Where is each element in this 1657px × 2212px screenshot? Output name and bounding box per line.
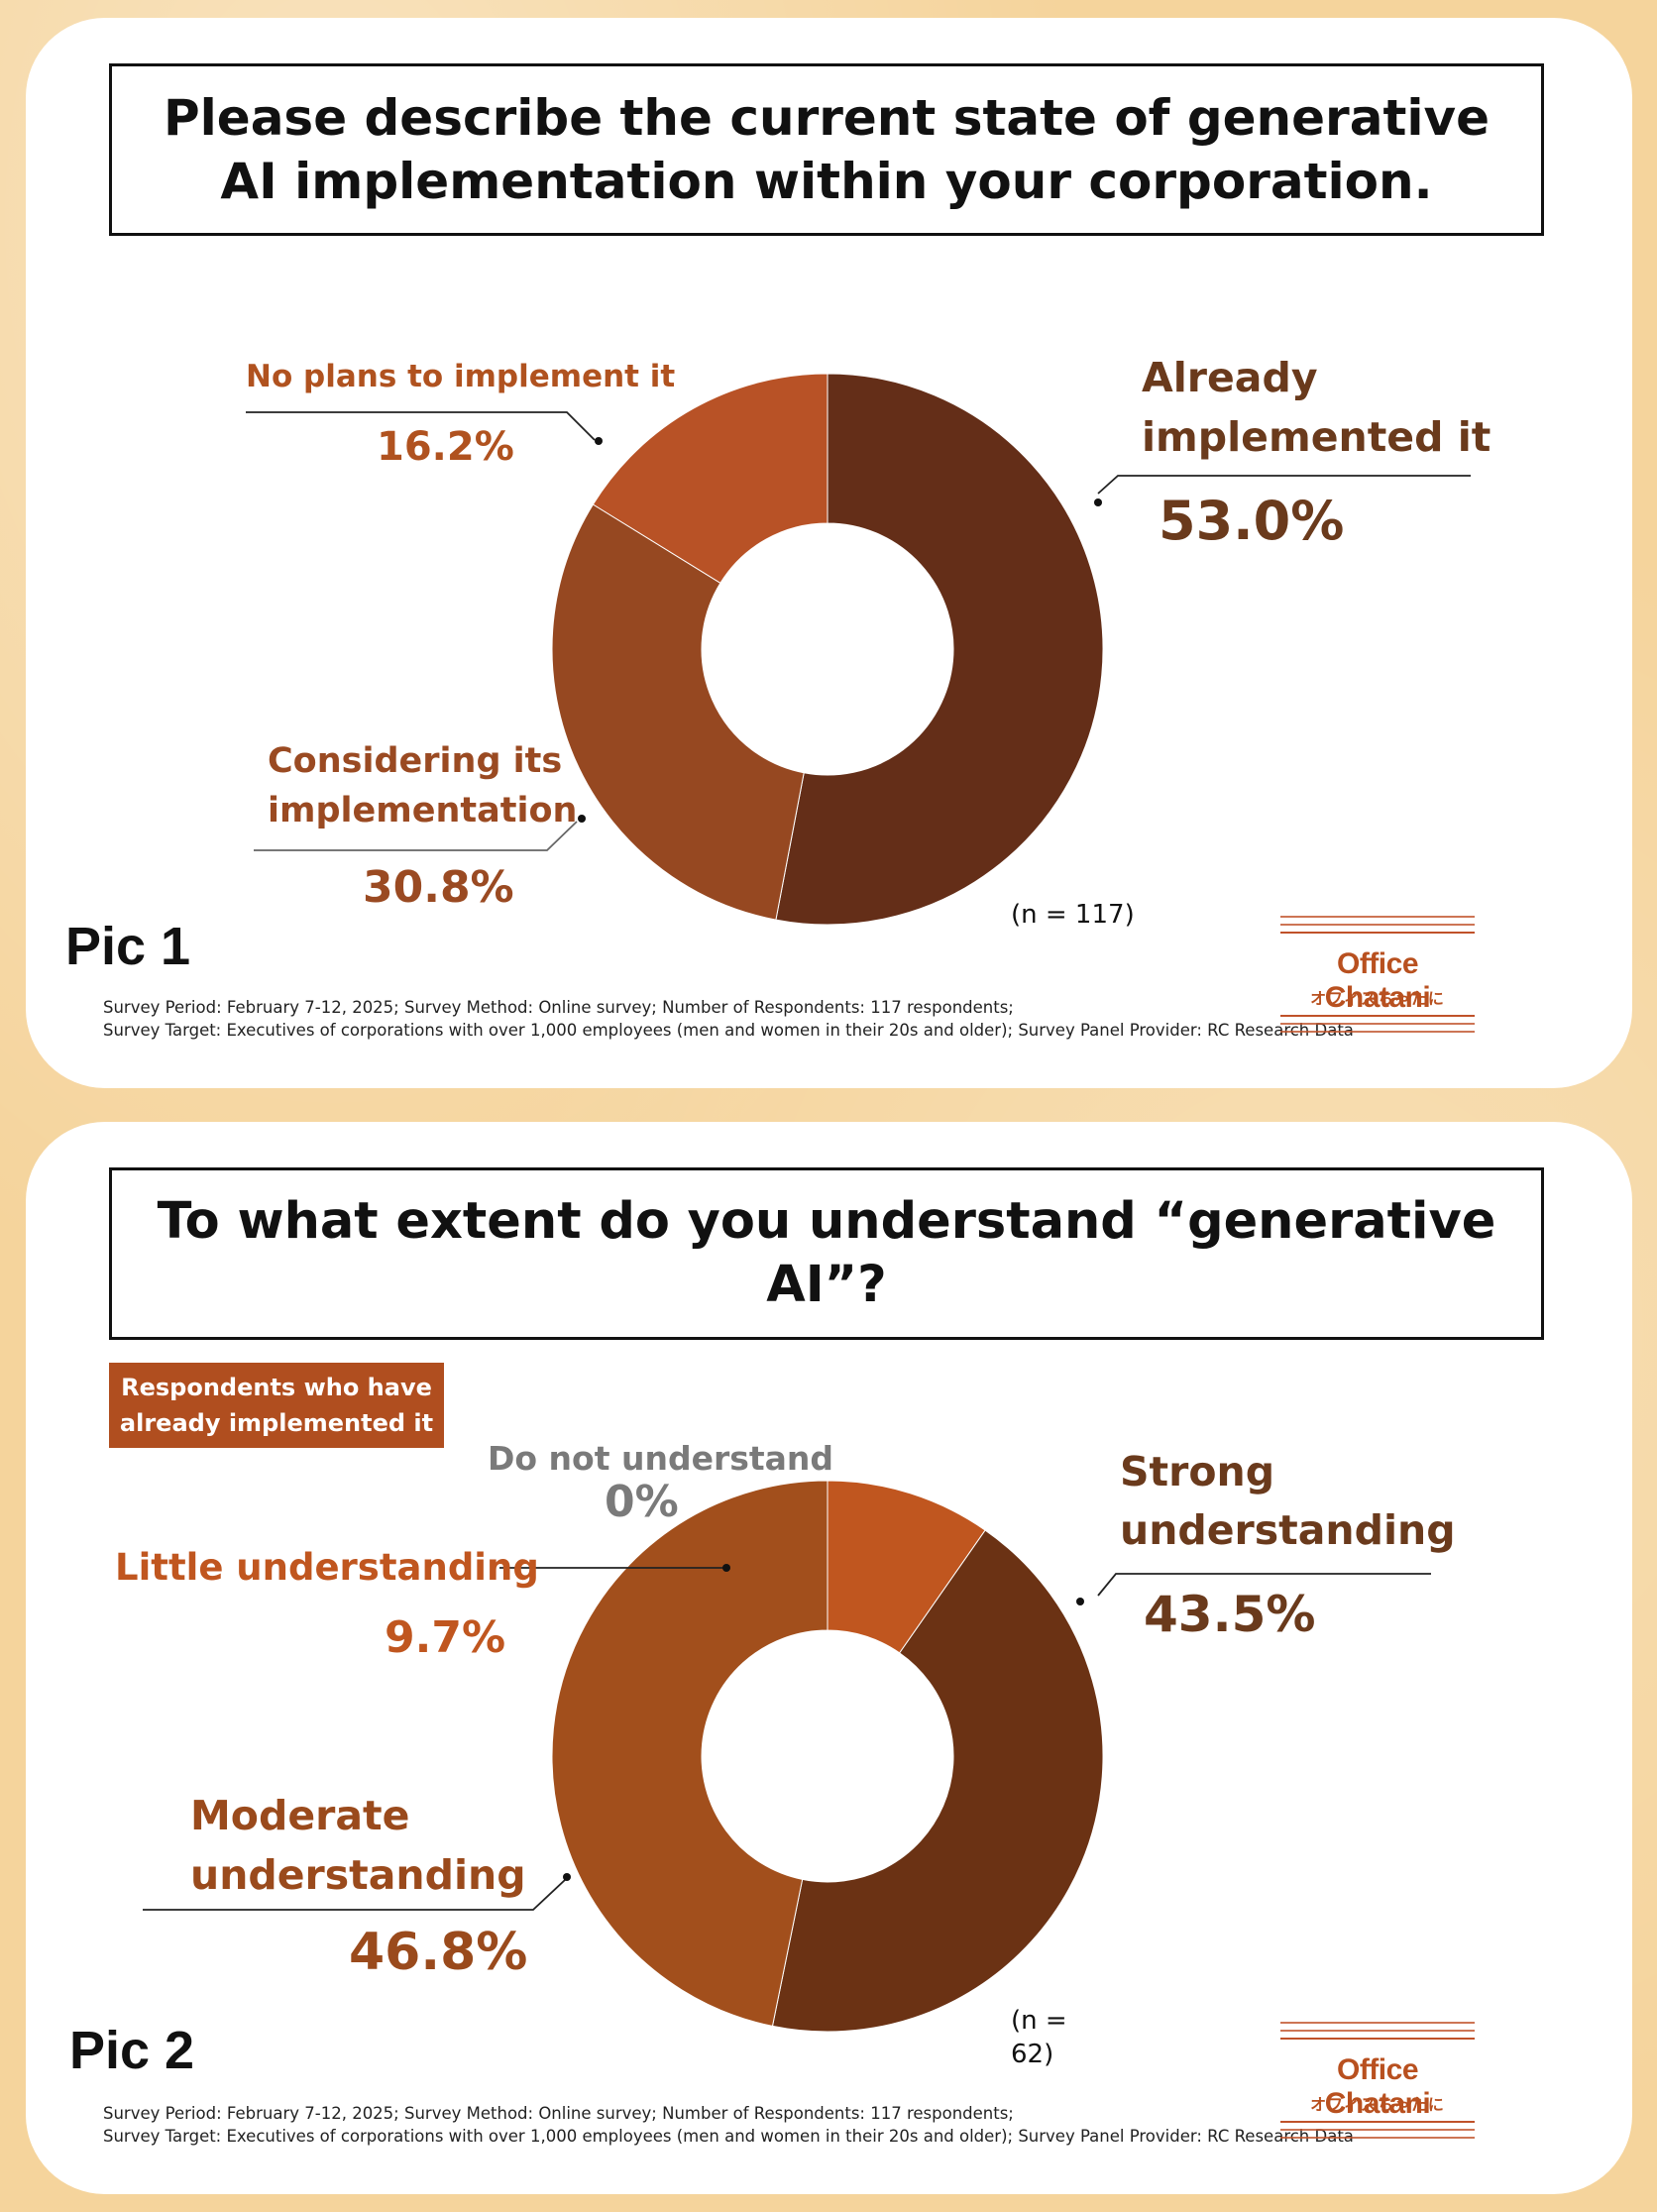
- pic-label-2: Pic 2: [69, 2021, 195, 2080]
- chart-1-title: Please describe the current state of gen…: [109, 63, 1544, 236]
- slice-value-do-not-understand: 0%: [605, 1477, 679, 1527]
- slice-label-moderate-line1: Moderate: [190, 1792, 410, 1839]
- slice-label-moderate-line2: understanding: [190, 1851, 526, 1899]
- badge-line2: already implemented it: [119, 1409, 434, 1437]
- sample-size-2-line2: 62): [1011, 2040, 1054, 2069]
- sample-size-2-line1: (n =: [1011, 2006, 1067, 2036]
- slice-label-strong-line2: understanding: [1120, 1506, 1456, 1554]
- slice-value-strong: 43.5%: [1144, 1586, 1316, 1643]
- slice-label-considering-line1: Considering its: [268, 741, 563, 781]
- slice-label-considering-line2: implementation: [268, 791, 578, 830]
- slice-label-do-not-understand: Do not understand: [488, 1439, 834, 1478]
- sample-size-2: (n = 62): [1011, 2004, 1067, 2071]
- leader-line-considering: [254, 821, 578, 851]
- slice-label-strong: Strong understanding: [1120, 1443, 1456, 1560]
- slice-label-already-line1: Already: [1142, 354, 1318, 401]
- donut-chart-2: [143, 1480, 1431, 2033]
- footnote-1-line2: Survey Target: Executives of corporation…: [103, 1021, 1354, 1040]
- badge-line1: Respondents who have: [121, 1374, 432, 1401]
- donut-chart-1: [246, 373, 1471, 926]
- footnote-1: Survey Period: February 7-12, 2025; Surv…: [103, 996, 1354, 1042]
- leader-dot-strong: [1076, 1598, 1084, 1605]
- leader-dot-moderate: [563, 1873, 571, 1881]
- chart-2-title: To what extent do you understand “genera…: [109, 1167, 1544, 1340]
- sample-size-1: (n = 117): [1011, 900, 1135, 930]
- donut-slice-considering-its-implementation: [551, 503, 805, 921]
- leader-line-strong: [1097, 1573, 1431, 1597]
- logo-name-2: Office Chatani: [1324, 2053, 1431, 2120]
- leader-line-moderate: [143, 1879, 566, 1911]
- slice-value-moderate: 46.8%: [349, 1923, 528, 1982]
- slice-value-already: 53.0%: [1159, 490, 1345, 552]
- slice-label-strong-line1: Strong: [1120, 1448, 1275, 1495]
- slice-value-little: 9.7%: [385, 1612, 506, 1663]
- office-chatani-logo-2: Office Chatani オフィスちゃたに: [1280, 2022, 1475, 2143]
- logo-name-1: Office Chatani: [1324, 947, 1431, 1014]
- slice-value-considering: 30.8%: [363, 862, 514, 913]
- survey-panel-1: Please describe the current state of gen…: [26, 18, 1632, 1088]
- leader-dot-already: [1094, 498, 1102, 506]
- respondents-badge: Respondents who have already implemented…: [109, 1363, 444, 1448]
- pic-label-1: Pic 1: [65, 917, 191, 976]
- footnote-2-line2: Survey Target: Executives of corporation…: [103, 2127, 1354, 2146]
- leader-dot-considering: [578, 815, 586, 823]
- footnote-2-line1: Survey Period: February 7-12, 2025; Surv…: [103, 2104, 1014, 2123]
- slice-label-already: Already implemented it: [1142, 348, 1491, 467]
- office-chatani-logo-1: Office Chatani オフィスちゃたに: [1280, 916, 1475, 1037]
- logo-sub-2: オフィスちゃたに: [1310, 2095, 1445, 2114]
- leader-line-noplans: [246, 411, 596, 441]
- leader-line-already: [1097, 475, 1471, 495]
- donut-slice-already-implemented-it: [775, 373, 1104, 926]
- footnote-2: Survey Period: February 7-12, 2025; Surv…: [103, 2102, 1354, 2148]
- slice-label-considering: Considering its implementation: [268, 736, 577, 835]
- slice-label-moderate: Moderate understanding: [190, 1786, 526, 1905]
- donut-slice-strong-understanding: [771, 1529, 1104, 2033]
- survey-panel-2: To what extent do you understand “genera…: [26, 1122, 1632, 2194]
- leader-dot-noplans: [595, 437, 603, 445]
- logo-sub-1: オフィスちゃたに: [1310, 989, 1445, 1008]
- leader-dot-little: [722, 1564, 730, 1572]
- slice-label-little: Little understanding: [115, 1546, 539, 1589]
- donut-slice-moderate-understanding: [551, 1480, 828, 2027]
- donut-slice-no-plans-to-implement-it: [592, 373, 828, 584]
- slice-value-no-plans: 16.2%: [377, 424, 514, 470]
- footnote-1-line1: Survey Period: February 7-12, 2025; Surv…: [103, 998, 1014, 1017]
- slice-label-no-plans: No plans to implement it: [246, 359, 676, 394]
- slice-label-already-line2: implemented it: [1142, 413, 1491, 461]
